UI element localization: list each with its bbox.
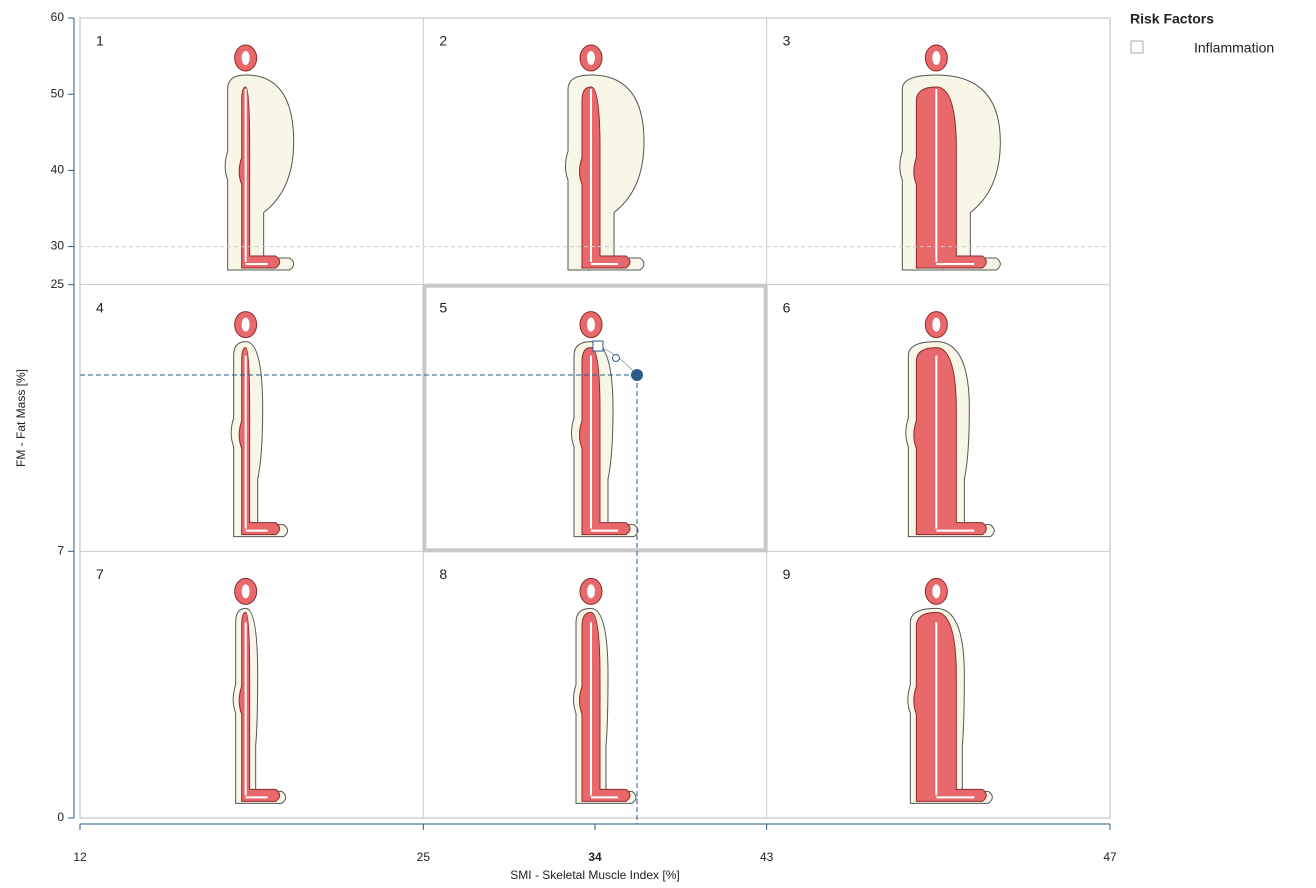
x-axis-title: SMI - Skeletal Muscle Index [%] [510, 868, 679, 882]
legend-checkbox[interactable] [1130, 40, 1144, 54]
figures [224, 44, 1001, 804]
head-highlight [241, 51, 250, 65]
body-muscle [913, 86, 987, 269]
previous-point [592, 340, 604, 352]
cell-number: 8 [439, 566, 447, 582]
body-fat [224, 74, 295, 271]
y-tick-label: 60 [51, 10, 65, 24]
head-highlight [932, 51, 941, 65]
y-tick-label: 30 [51, 239, 65, 253]
y-tick-label: 7 [57, 544, 64, 558]
cell-number: 7 [96, 566, 104, 582]
cell-number: 3 [783, 33, 791, 49]
x-tick-label: 12 [73, 850, 87, 864]
y-tick-label: 0 [57, 810, 64, 824]
head-highlight [587, 51, 595, 65]
body-muscle [913, 611, 987, 802]
cell-number: 6 [783, 299, 791, 315]
body-muscle [238, 86, 281, 269]
plot-frame [79, 17, 1111, 819]
y-tick-label: 25 [51, 277, 65, 291]
head-highlight [241, 584, 250, 599]
cell-number: 9 [783, 566, 791, 582]
body-muscle [579, 347, 631, 536]
selected-cell [422, 283, 768, 553]
legend-item[interactable]: Inflammation [1194, 40, 1274, 56]
y-tick-label: 40 [51, 163, 65, 177]
body-muscle [238, 347, 281, 536]
data-point [630, 369, 643, 382]
x-tick-label: 43 [760, 850, 774, 864]
head-highlight [932, 584, 941, 599]
cell-number: 2 [439, 33, 447, 49]
body-muscle [579, 86, 631, 269]
head-highlight [241, 317, 250, 332]
body-muscle [913, 347, 987, 536]
y-axis-title: FM - Fat Mass [%] [14, 369, 28, 467]
cell-number: 1 [96, 33, 104, 49]
cell-number: 4 [96, 299, 104, 315]
body-fat [565, 74, 645, 271]
body-muscle [238, 611, 281, 802]
x-tick-label: 47 [1103, 850, 1117, 864]
x-tick-label: 34 [588, 850, 602, 864]
y-tick-label: 50 [51, 86, 65, 100]
x-tick-label: 25 [417, 850, 431, 864]
head-highlight [587, 317, 595, 332]
body-muscle [579, 611, 631, 802]
head-highlight [587, 584, 595, 599]
head-highlight [932, 317, 941, 332]
previous-point [611, 354, 620, 363]
cell-number: 5 [439, 299, 447, 315]
legend-title: Risk Factors [1130, 11, 1214, 27]
